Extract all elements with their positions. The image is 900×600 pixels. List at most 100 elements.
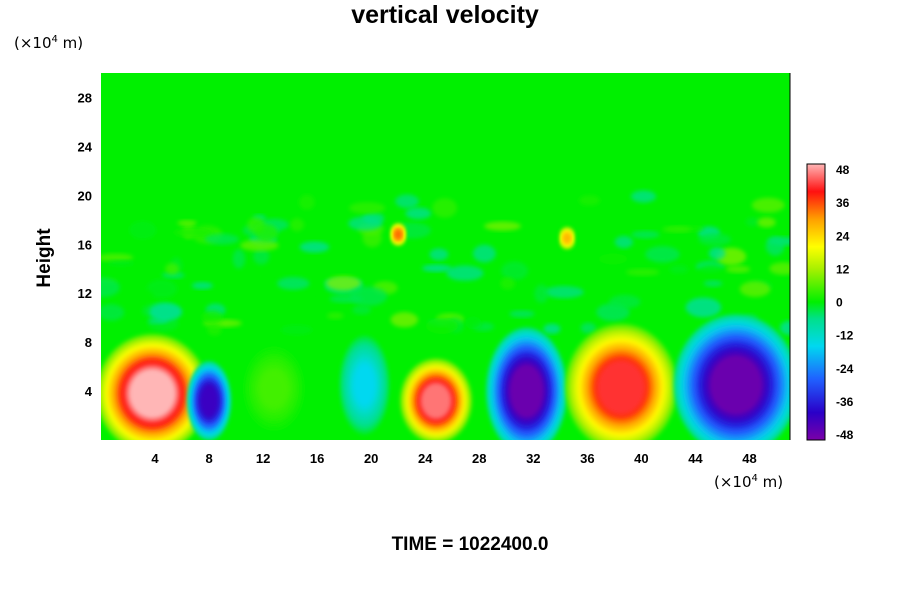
turbulence-blob: [240, 239, 279, 252]
x-tick-label: 24: [418, 451, 433, 466]
turbulence-blob: [580, 322, 596, 334]
x-tick-label: 32: [526, 451, 540, 466]
turbulence-blob: [207, 323, 222, 336]
turbulence-blob: [101, 253, 134, 262]
turbulence-blob: [349, 286, 388, 306]
turbulence-blob: [609, 294, 641, 309]
y-tick-label: 24: [78, 139, 93, 154]
turbulence-blob: [390, 312, 419, 328]
turbulence-blob: [725, 265, 751, 273]
turbulence-blob: [708, 247, 726, 260]
cell-updraft: [565, 324, 678, 440]
turbulence-blob: [298, 194, 315, 210]
turbulence-blob: [472, 244, 496, 263]
x-tick-label: 4: [151, 451, 159, 466]
turbulence-blob: [497, 237, 513, 244]
turbulence-blob: [276, 277, 310, 290]
colorbar-tick-labels: 48 36 24 12 0 -12 -24 -36 -48: [836, 163, 854, 442]
turbulence-blob: [598, 253, 628, 265]
turbulence-blob: [352, 305, 372, 315]
turbulence-blob: [348, 216, 383, 231]
convective-cells: [101, 223, 790, 440]
turbulence-blob: [509, 310, 535, 318]
turbulence-blob: [543, 323, 561, 334]
turbulence-blob: [405, 207, 432, 220]
colorbar-tick-label: -48: [836, 428, 854, 442]
turbulence-blob: [232, 249, 246, 269]
x-tick-label: 8: [205, 451, 212, 466]
turbulence-blob: [501, 261, 529, 281]
turbulence-blob: [253, 247, 270, 265]
y-tick-label: 4: [85, 384, 93, 399]
y-axis-unit: (×104 m): [14, 34, 83, 52]
cell-upper: [559, 226, 575, 250]
turbulence-blob: [326, 312, 344, 320]
x-tick-label: 12: [256, 451, 270, 466]
turbulence-blob: [348, 202, 386, 214]
turbulence-blob: [128, 220, 157, 240]
turbulence-blob: [645, 246, 680, 263]
turbulence-blob: [146, 279, 178, 299]
turbulence-blob: [695, 265, 728, 283]
x-tick-label: 40: [634, 451, 648, 466]
turbulence-blob: [173, 227, 213, 238]
turbulence-blob: [191, 281, 213, 290]
cloud-layer: [101, 190, 790, 336]
turbulence-blob: [126, 288, 154, 303]
turbulence-blob: [161, 272, 185, 279]
cell-contour: [597, 360, 645, 415]
colorbar-tick-label: 36: [836, 196, 850, 210]
turbulence-blob: [353, 314, 373, 321]
colorbar-tick-label: -36: [836, 395, 854, 409]
cell-downdraft: [673, 314, 790, 440]
turbulence-blob: [662, 226, 691, 233]
colorbar-tick-label: -12: [836, 329, 854, 343]
turbulence-blob: [149, 302, 183, 321]
cell-contour: [260, 370, 288, 407]
turbulence-blob: [779, 321, 790, 335]
y-tick-label: 12: [78, 286, 92, 301]
turbulence-blob: [280, 324, 313, 336]
turbulence-blob: [107, 259, 135, 267]
colorbar-tick-label: -24: [836, 362, 854, 376]
turbulence-blob: [630, 190, 657, 203]
turbulence-blob: [299, 292, 328, 302]
turbulence-blob: [685, 297, 722, 318]
turbulence-blob: [625, 268, 660, 276]
x-tick-label: 16: [310, 451, 324, 466]
x-tick-label: 48: [742, 451, 756, 466]
x-tick-label: 20: [364, 451, 378, 466]
turbulence-blob: [446, 265, 484, 281]
turbulence-blob: [299, 241, 330, 253]
chart-title: vertical velocity: [351, 1, 539, 29]
turbulence-blob: [534, 284, 549, 304]
cell-contour: [420, 383, 452, 419]
turbulence-blob: [465, 316, 482, 330]
turbulence-blob: [426, 318, 458, 334]
turbulence-blob: [289, 218, 305, 232]
turbulence-blob: [631, 230, 660, 239]
cell-contour: [394, 229, 402, 240]
turbulence-blob: [668, 264, 689, 274]
x-tick-label: 44: [688, 451, 703, 466]
cell-contour: [709, 355, 763, 415]
cell-weak: [242, 346, 305, 431]
turbulence-blob: [614, 235, 634, 249]
y-axis-label: Height: [34, 228, 55, 288]
colorbar-tick-label: 12: [836, 262, 850, 276]
cell-downdraft: [187, 361, 231, 440]
turbulence-blob: [578, 195, 601, 206]
turbulence-blob: [263, 272, 285, 279]
cell-contour: [199, 384, 219, 418]
turbulence-blob: [101, 304, 125, 321]
y-tick-label: 28: [78, 90, 92, 105]
cell-contour: [128, 368, 176, 419]
turbulence-blob: [165, 263, 180, 275]
turbulence-blob: [204, 233, 240, 245]
turbulence-blob: [484, 221, 522, 231]
turbulence-blob: [751, 197, 785, 213]
turbulence-blob: [177, 219, 197, 227]
turbulence-blob: [254, 223, 278, 242]
plot-area: [101, 73, 790, 440]
